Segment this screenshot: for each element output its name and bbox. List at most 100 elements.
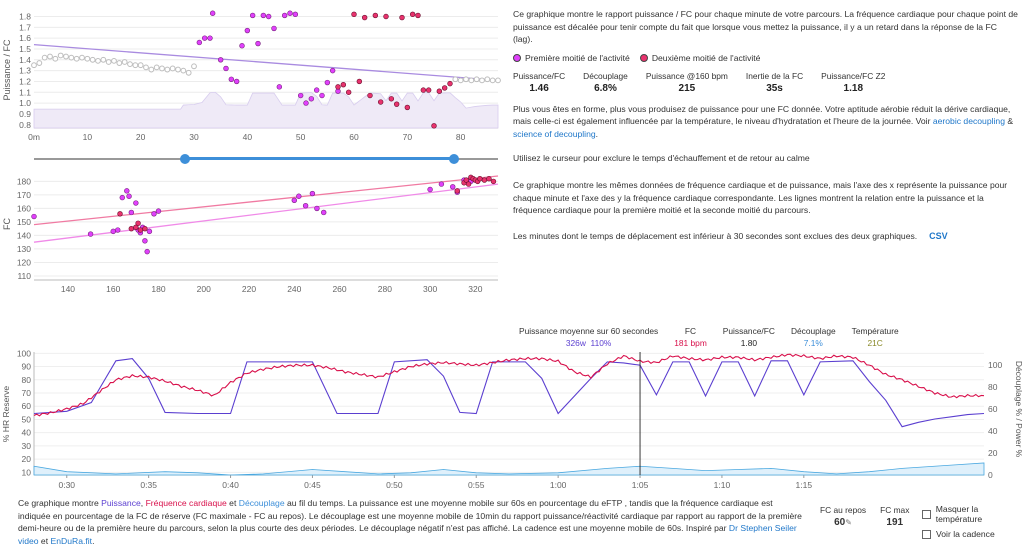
first-half-point xyxy=(115,227,121,233)
endura-link[interactable]: EnDuRa.fit xyxy=(50,535,93,546)
top-power-area xyxy=(33,91,499,129)
top-x-tick-label: 80 xyxy=(456,132,466,142)
top-x-tick-label: 0m xyxy=(28,132,40,142)
top-y-tick-label: 0.9 xyxy=(19,109,31,119)
checkbox-box-icon[interactable] xyxy=(922,509,931,519)
excluded-minute-point xyxy=(143,64,149,71)
max-hr: FC max 191 xyxy=(880,505,910,528)
bottom-x-tick-label: 0:30 xyxy=(58,480,75,490)
first-half-point xyxy=(329,67,336,74)
first-half-point xyxy=(309,190,316,197)
second-half-point xyxy=(441,85,448,91)
summary-avg-power: Puissance moyenne sur 60 secondes 326w 1… xyxy=(519,326,659,348)
second-half-point xyxy=(356,78,363,85)
excluded-minute-point xyxy=(100,56,107,63)
excluded-minute-point xyxy=(89,56,96,63)
excluded-minute-point xyxy=(473,76,480,83)
science-decoupling-link[interactable]: science of decoupling xyxy=(513,128,596,139)
first-half-point xyxy=(87,231,94,237)
csv-download-link[interactable]: CSV xyxy=(929,231,948,242)
warmup-range-slider[interactable] xyxy=(34,154,498,166)
second-half-point xyxy=(404,104,411,111)
top-x-tick-label: 70 xyxy=(403,132,413,142)
summary-decoupling: Découplage 7.1% xyxy=(790,326,836,348)
mid-x-tick-label: 300 xyxy=(423,284,437,294)
hr-power-info-panel: Ce graphique montre les mêmes données de… xyxy=(513,179,1013,242)
bottom-ylabel-right: Découplage % / Power % xyxy=(1014,361,1024,458)
rest-hr[interactable]: FC au repos 60✎ xyxy=(820,505,867,528)
first-half-point xyxy=(223,65,229,72)
mid-x-tick-label: 260 xyxy=(332,284,346,294)
mid-y-tick-label: 170 xyxy=(17,190,31,200)
bottom-x-tick-label: 0:35 xyxy=(140,480,157,490)
first-half-point xyxy=(239,43,245,49)
edit-pencil-icon[interactable]: ✎ xyxy=(845,518,852,527)
bottom-y-left-tick-label: 30 xyxy=(22,441,32,451)
legend-first-half[interactable]: Première moitié de l'activité xyxy=(513,53,630,63)
first-half-point xyxy=(209,10,216,16)
slider-end-handle[interactable] xyxy=(449,154,459,164)
excluded-minute-point xyxy=(79,54,85,61)
second-half-point xyxy=(463,177,470,183)
show-cadence-checkbox[interactable]: Voir la cadence xyxy=(922,529,1024,539)
mid-y-tick-label: 130 xyxy=(17,244,31,254)
excluded-minute-point xyxy=(484,76,491,83)
fitness-paragraph: Plus vous êtes en forme, plus vous produ… xyxy=(513,103,1014,139)
excluded-minute-point xyxy=(57,52,64,59)
mid-x-tick-label: 200 xyxy=(197,284,211,294)
excluded-minute-point xyxy=(31,62,37,69)
first-half-point xyxy=(151,211,157,217)
first-half-point xyxy=(314,205,320,212)
first-half-point xyxy=(319,92,325,99)
mid-ylabel: FC xyxy=(2,218,12,230)
mid-y-tick-label: 150 xyxy=(17,217,31,227)
hr-series-line xyxy=(33,353,985,417)
second-half-point xyxy=(345,89,352,95)
second-half-point xyxy=(465,181,472,187)
second-half-point xyxy=(361,14,368,21)
hr-settings: FC au repos 60✎ FC max 191 xyxy=(820,505,909,528)
first-half-point xyxy=(302,203,309,209)
hr-power-description: Ce graphique montre les mêmes données de… xyxy=(513,180,1008,216)
ratio-description: Ce graphique montre le rapport puissance… xyxy=(513,9,1018,45)
ratio-info-panel: Ce graphique montre le rapport puissance… xyxy=(513,8,1018,164)
stat-power-160: Puissance @160 bpm 215 xyxy=(645,70,728,94)
first-half-point xyxy=(228,76,235,82)
bottom-y-left-tick-label: 40 xyxy=(22,428,32,438)
mid-x-tick-label: 180 xyxy=(151,284,165,294)
excluded-minute-point xyxy=(132,62,139,69)
hide-temperature-checkbox[interactable]: Masquer la température xyxy=(922,504,1024,524)
first-half-point xyxy=(260,12,267,19)
top-y-tick-label: 0.8 xyxy=(19,120,31,130)
bottom-x-tick-label: 0:50 xyxy=(386,480,403,490)
first-half-point xyxy=(196,39,203,46)
top-y-tick-label: 1.2 xyxy=(19,76,31,86)
second-half-point xyxy=(351,11,357,18)
second-half-point xyxy=(420,87,427,93)
aerobic-decoupling-link[interactable]: aerobic decoupling xyxy=(932,116,1005,127)
checkbox-box-icon[interactable] xyxy=(922,529,931,539)
excluded-minute-point xyxy=(111,57,117,64)
top-y-tick-label: 1.6 xyxy=(19,33,31,43)
first-half-point xyxy=(126,193,132,199)
second-half-point xyxy=(133,224,139,231)
top-trend-line xyxy=(33,43,499,82)
slider-start-handle[interactable] xyxy=(180,154,190,164)
top-y-tick-label: 1.7 xyxy=(19,22,31,32)
excluded-minute-point xyxy=(169,65,176,72)
bottom-y-left-tick-label: 50 xyxy=(22,414,32,424)
top-y-tick-label: 1.3 xyxy=(19,66,31,76)
mid-x-tick-label: 160 xyxy=(106,284,120,294)
slider-hint: Utilisez le curseur pour exclure le temp… xyxy=(513,152,810,163)
first-half-point xyxy=(296,193,302,199)
ratio-stats: Puissance/FC 1.46 Découplage 6.8% Puissanc… xyxy=(513,71,1018,94)
mid-y-tick-label: 180 xyxy=(17,176,31,186)
first-half-point xyxy=(308,96,315,102)
mid-y-tick-label: 140 xyxy=(17,230,31,240)
legend-second-half[interactable]: Deuxième moitié de l'activité xyxy=(639,53,760,63)
second-half-point xyxy=(372,12,379,19)
excluded-minute-point xyxy=(127,61,133,68)
excluded-minute-point xyxy=(175,66,181,73)
mid-x-tick-label: 280 xyxy=(378,284,392,294)
slider-selected-range xyxy=(185,157,454,160)
